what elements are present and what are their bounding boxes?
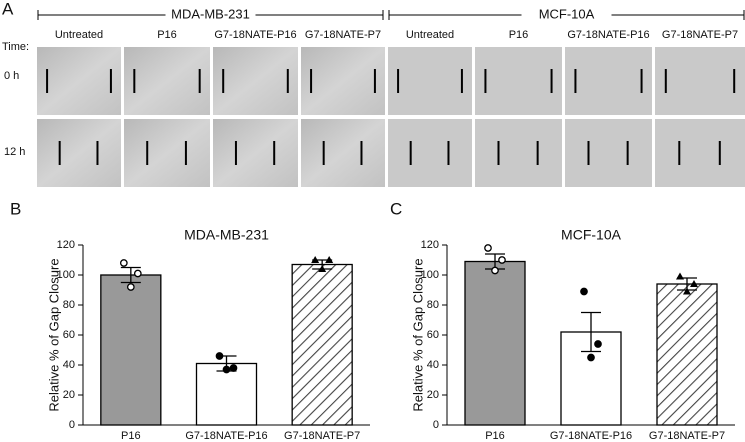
micrograph: [655, 47, 745, 115]
micrograph: [37, 119, 121, 187]
bar: [100, 274, 162, 426]
y-tick-label: 100: [421, 269, 439, 281]
y-axis-label: Relative % of Gap Closure: [410, 258, 425, 411]
x-tick-label: G7-18NATE-P16: [550, 430, 632, 442]
micrograph: [301, 47, 385, 115]
micrograph: [388, 119, 472, 187]
data-point: [690, 280, 698, 287]
condition-label: Untreated: [406, 29, 454, 41]
panel-label: C: [390, 199, 402, 218]
micrograph: [124, 47, 210, 115]
condition-label: Untreated: [55, 29, 103, 41]
condition-label: G7-18NATE-P16: [567, 29, 649, 41]
data-point: [683, 287, 691, 295]
data-point: [318, 265, 327, 272]
group-name: MCF-10A: [539, 6, 595, 21]
micrograph: [213, 47, 298, 115]
data-point: [126, 283, 135, 291]
data-point: [580, 287, 588, 296]
x-tick-label: P16: [121, 430, 141, 442]
y-tick-label: 100: [57, 269, 75, 281]
chart-title: MDA-MB-231: [184, 227, 269, 243]
micrograph: [565, 119, 652, 187]
micrograph: [124, 119, 210, 187]
bar: [464, 260, 526, 426]
bar: [291, 263, 353, 426]
y-tick-label: 20: [63, 389, 75, 401]
y-tick-label: 120: [57, 239, 75, 251]
micrograph: [655, 119, 745, 187]
y-tick-label: 20: [427, 389, 439, 401]
y-tick-label: 40: [427, 359, 439, 371]
data-point: [222, 365, 231, 374]
x-tick-label: P16: [485, 430, 505, 442]
y-axis-label: Relative % of Gap Closure: [46, 258, 61, 411]
y-tick-label: 0: [433, 419, 439, 431]
y-tick-label: 120: [421, 239, 439, 251]
x-tick-label: G7-18NATE-P7: [284, 430, 360, 442]
y-tick-label: 40: [63, 359, 75, 371]
data-point: [133, 269, 142, 278]
condition-label: G7-18NATE-P7: [305, 29, 381, 41]
time-0: 0 h: [4, 70, 19, 82]
y-tick-label: 60: [427, 329, 439, 341]
micrograph: [475, 47, 562, 115]
x-tick-label: G7-18NATE-P7: [649, 430, 725, 442]
micrograph: [37, 47, 121, 115]
data-point: [676, 272, 684, 280]
data-point: [215, 352, 224, 360]
panel-label: B: [10, 199, 21, 218]
bracket-label-bg: [165, 6, 256, 24]
bracket-label-bg: [521, 6, 612, 24]
data-point: [498, 256, 506, 264]
micrograph: [565, 47, 652, 115]
micrograph: [388, 47, 472, 115]
data-point: [325, 256, 334, 263]
condition-label: G7-18NATE-P16: [214, 29, 296, 41]
micrograph: [213, 119, 298, 187]
data-point: [491, 266, 499, 275]
time-1: 12 h: [4, 146, 25, 158]
data-point: [311, 256, 320, 263]
y-tick-label: 0: [69, 419, 75, 431]
y-tick-label: 60: [63, 329, 75, 341]
condition-label: P16: [157, 29, 177, 41]
data-point: [119, 259, 128, 267]
condition-label: P16: [509, 29, 529, 41]
micrograph: [475, 119, 562, 187]
micrograph: [301, 119, 385, 187]
y-tick-label: 80: [427, 299, 439, 311]
x-tick-label: G7-18NATE-P16: [185, 430, 267, 442]
bar: [195, 362, 258, 426]
panel-label: A: [2, 0, 14, 18]
condition-label: G7-18NATE-P7: [662, 29, 738, 41]
data-point: [594, 340, 602, 348]
chart-title: MCF-10A: [561, 227, 622, 243]
time-label: Time:: [2, 41, 29, 53]
y-tick-label: 80: [63, 299, 75, 311]
data-point: [229, 364, 238, 372]
group-name: MDA-MB-231: [171, 6, 250, 21]
bar: [656, 283, 718, 426]
data-point: [484, 244, 492, 252]
data-point: [587, 353, 595, 362]
